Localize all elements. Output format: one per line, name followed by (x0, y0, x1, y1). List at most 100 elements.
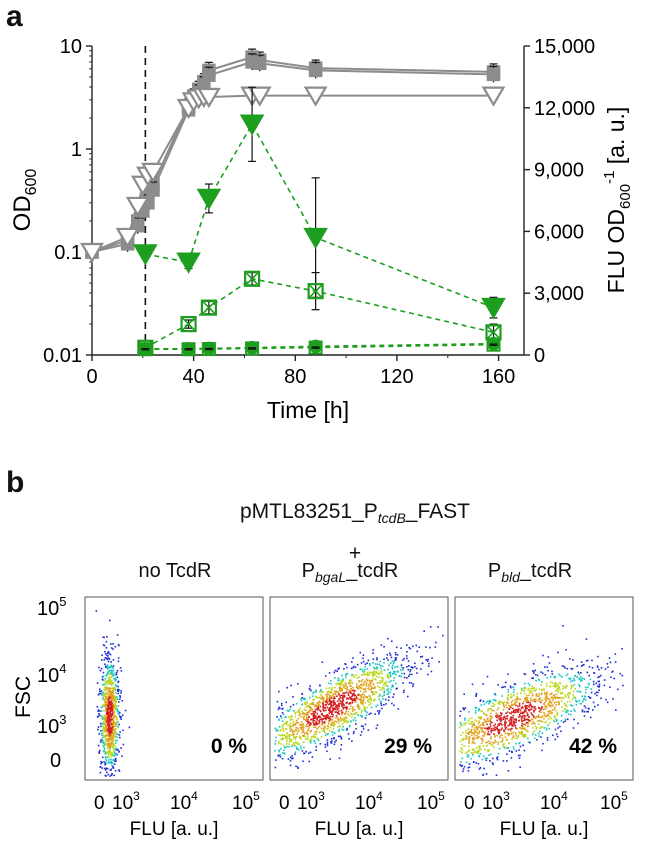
event-dot (111, 729, 113, 732)
event-dot (406, 666, 408, 668)
event-dot (537, 716, 539, 718)
event-dot (578, 690, 581, 693)
event-dot (339, 700, 342, 702)
event-dot (316, 704, 318, 706)
event-dot (112, 759, 115, 762)
event-dot (112, 754, 115, 757)
event-dot (343, 717, 345, 719)
event-dot (337, 722, 340, 725)
event-dot (104, 705, 106, 707)
event-dot (536, 674, 539, 677)
event-dot (278, 706, 280, 709)
event-dot (114, 749, 116, 751)
event-dot (504, 685, 506, 688)
event-dot (351, 708, 354, 710)
event-dot (110, 690, 113, 693)
event-dot (375, 667, 378, 670)
event-dot (381, 686, 384, 689)
event-dot (343, 721, 345, 723)
event-dot (107, 750, 110, 752)
event-dot (304, 719, 307, 721)
event-dot (512, 736, 514, 739)
event-dot (547, 714, 550, 717)
event-dot (543, 713, 546, 715)
event-dot (549, 705, 551, 708)
event-dot (114, 697, 117, 699)
event-dot (333, 671, 335, 674)
event-dot (315, 706, 317, 708)
event-dot (526, 722, 528, 724)
event-dot (540, 680, 543, 683)
event-dot (101, 767, 103, 769)
event-dot (572, 659, 574, 661)
event-dot (350, 689, 352, 691)
event-dot (326, 739, 329, 741)
event-dot (394, 653, 397, 656)
event-dot (100, 690, 102, 692)
event-dot (348, 689, 350, 692)
event-dot (372, 658, 375, 660)
event-dot (329, 697, 331, 699)
event-dot (105, 758, 107, 760)
event-dot (555, 690, 557, 692)
event-dot (115, 696, 118, 698)
event-dot (383, 682, 386, 684)
event-dot (285, 716, 287, 718)
event-dot (336, 704, 339, 706)
event-dot (118, 734, 121, 736)
event-dot (497, 743, 499, 745)
event-dot (113, 739, 115, 742)
event-dot (120, 716, 123, 718)
data-point-triangle (176, 252, 201, 274)
event-dot (326, 743, 329, 745)
event-dot (533, 690, 536, 692)
event-dot (459, 726, 461, 729)
event-dot (102, 644, 105, 646)
event-dot (115, 747, 118, 750)
event-dot (480, 716, 482, 719)
event-dot (472, 724, 474, 726)
event-dot (347, 720, 350, 723)
event-dot (315, 745, 317, 748)
event-dot (114, 704, 117, 707)
event-dot (406, 677, 408, 679)
event-dot (507, 728, 510, 731)
event-dot (351, 694, 354, 697)
svg-text:FLU OD600-1 [a. u.]: FLU OD600-1 [a. u.] (601, 107, 634, 294)
event-dot (540, 736, 542, 738)
event-dot (280, 743, 282, 745)
event-dot (104, 653, 107, 655)
event-dot (114, 758, 117, 760)
event-dot (531, 733, 534, 736)
event-dot (538, 700, 541, 702)
flow-plot-no-tcdr: 0 % 0 103 104 105 FLU [a. u.] (84, 596, 264, 840)
event-dot (295, 735, 298, 738)
event-dot (504, 728, 507, 730)
event-dot (308, 687, 311, 690)
event-dot (297, 749, 300, 751)
event-dot (347, 694, 350, 696)
event-dot (525, 707, 527, 709)
event-dot (289, 722, 292, 724)
event-dot (527, 737, 529, 740)
event-dot (362, 688, 365, 690)
event-dot (472, 738, 474, 741)
event-dot (308, 705, 311, 708)
event-dot (280, 729, 282, 731)
event-dot (364, 680, 366, 683)
event-dot (368, 698, 371, 701)
event-dot (513, 688, 515, 691)
event-dot (281, 727, 284, 729)
event-dot (105, 704, 108, 706)
event-dot (587, 695, 590, 698)
event-dot (362, 693, 364, 695)
event-dot (604, 668, 607, 670)
event-dot (318, 716, 321, 718)
event-dot (529, 708, 531, 711)
event-dot (496, 756, 499, 758)
event-dot (506, 717, 509, 720)
event-dot (481, 740, 484, 743)
event-dot (119, 698, 121, 700)
event-dot (392, 679, 395, 682)
event-dot (478, 768, 481, 770)
